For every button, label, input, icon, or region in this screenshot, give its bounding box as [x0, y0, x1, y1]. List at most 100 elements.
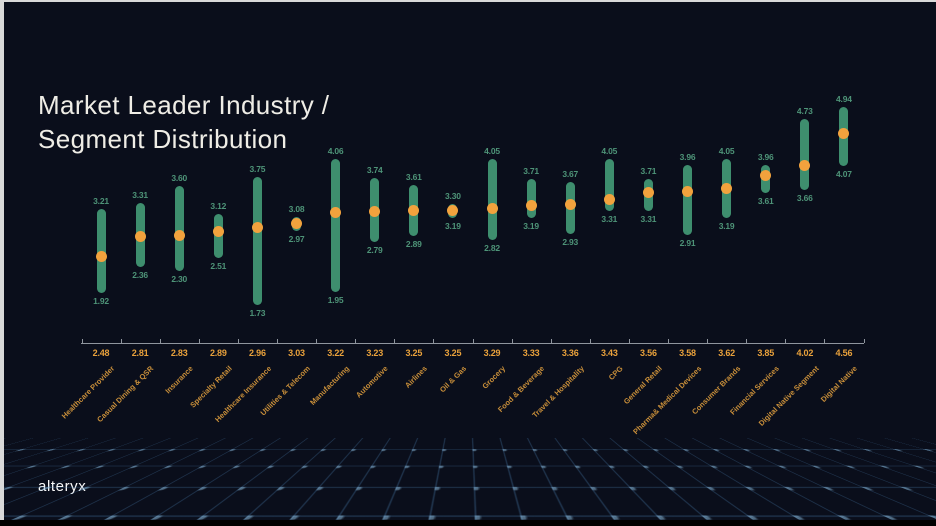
mean-value-label: 2.81 — [131, 348, 149, 358]
axis-tick — [198, 339, 200, 343]
mean-value-label: 3.58 — [679, 348, 696, 358]
mean-value-label: 3.25 — [444, 348, 462, 358]
axis-tick — [472, 339, 474, 343]
range-bar — [526, 179, 536, 219]
max-value-label: 3.31 — [132, 190, 148, 201]
mean-dot — [721, 183, 733, 195]
mean-value-label: 2.96 — [249, 348, 266, 358]
mean-dot — [564, 198, 576, 210]
axis-tick — [746, 339, 748, 343]
mean-dot — [799, 159, 811, 171]
chart-area: 3.21 1.92 2.48 Healthcare Provider 3.31 2.36 2… — [4, 2, 936, 520]
mean-value-label: 3.25 — [405, 348, 423, 358]
mean-value-label: 2.89 — [209, 348, 227, 358]
mean-value-label: 3.33 — [522, 348, 540, 358]
mean-dot — [642, 186, 654, 198]
min-value-label: 2.89 — [405, 238, 422, 249]
mean-dot — [447, 205, 459, 217]
axis-tick — [589, 339, 591, 343]
frame-edge-left — [0, 0, 4, 520]
mean-dot — [838, 127, 850, 139]
category-label: Airlines — [403, 364, 430, 390]
mean-dot — [525, 200, 537, 212]
axis-tick — [707, 339, 709, 343]
range-bar — [683, 164, 692, 235]
axis-tick — [550, 339, 552, 343]
axis-tick — [863, 339, 865, 343]
axis-tick — [394, 339, 396, 343]
mean-value-label: 3.36 — [561, 348, 579, 358]
mean-value-label: 3.43 — [600, 348, 618, 358]
axis-tick — [277, 339, 278, 343]
axis-tick — [628, 339, 630, 343]
min-value-label: 3.61 — [757, 196, 774, 207]
category-label: CPG — [606, 364, 625, 382]
mean-value-label: 2.83 — [170, 348, 188, 358]
max-value-label: 3.30 — [445, 190, 461, 201]
range-bar — [331, 158, 341, 292]
axis-tick — [316, 339, 318, 343]
max-value-label: 4.05 — [718, 146, 735, 157]
range-bar — [252, 177, 262, 305]
range-bar — [487, 159, 497, 241]
min-value-label: 3.66 — [796, 193, 813, 204]
mean-value-label: 4.02 — [796, 348, 814, 358]
category-label: Manufacturing — [308, 364, 351, 407]
mean-dot — [603, 194, 615, 206]
mean-value-label: 3.56 — [640, 348, 657, 358]
category-label: Oil & Gas — [438, 364, 469, 395]
mean-value-label: 3.29 — [483, 348, 501, 358]
slide-background: Market Leader Industry / Segment Distrib… — [4, 2, 936, 520]
category-label: Automotive — [354, 364, 391, 400]
mean-value-label: 3.62 — [718, 348, 735, 358]
mean-dot — [212, 226, 224, 238]
max-value-label: 4.06 — [327, 145, 344, 156]
min-value-label: 3.19 — [718, 221, 735, 232]
min-value-label: 2.82 — [484, 243, 500, 254]
range-bar — [800, 118, 810, 191]
mean-dot — [173, 229, 185, 241]
max-value-label: 3.21 — [93, 195, 109, 206]
mean-value-label: 2.48 — [92, 348, 110, 358]
mean-dot — [369, 206, 381, 218]
frame-edge-bottom — [0, 520, 936, 526]
alteryx-logo: alteryx — [38, 478, 87, 495]
category-label: Pharma& Medical Devices — [630, 364, 703, 437]
mean-value-label: 3.22 — [327, 348, 344, 358]
min-value-label: 2.36 — [132, 270, 148, 281]
range-bar — [604, 159, 614, 212]
max-value-label: 3.71 — [523, 166, 539, 177]
axis-tick — [81, 339, 83, 343]
min-value-label: 1.92 — [93, 296, 109, 307]
axis-tick — [824, 339, 826, 343]
max-value-label: 3.12 — [210, 201, 227, 212]
max-value-label: 3.61 — [405, 172, 422, 183]
frame-edge-top — [0, 0, 936, 2]
min-value-label: 1.73 — [249, 307, 266, 318]
max-value-label: 3.74 — [366, 164, 383, 175]
axis-tick — [785, 339, 787, 343]
mean-value-label: 3.03 — [288, 348, 305, 358]
axis-tick — [511, 339, 513, 343]
axis-tick — [433, 339, 435, 343]
mean-dot — [760, 169, 772, 181]
floor-grid-fade — [4, 438, 936, 520]
axis-tick — [120, 339, 122, 343]
max-value-label: 3.96 — [679, 151, 696, 162]
max-value-label: 4.73 — [796, 105, 813, 116]
max-value-label: 3.71 — [640, 166, 657, 177]
page-title-line1: Market Leader Industry / — [38, 90, 330, 120]
mean-dot — [486, 202, 498, 214]
max-value-label: 3.67 — [562, 168, 579, 179]
min-value-label: 4.07 — [836, 169, 852, 180]
max-value-label: 4.05 — [601, 146, 618, 157]
axis-tick — [159, 339, 161, 343]
mean-dot — [134, 231, 146, 243]
min-value-label: 3.31 — [601, 214, 618, 225]
mean-value-label: 4.56 — [835, 348, 853, 358]
page-title: Market Leader Industry / Segment Distrib… — [38, 88, 329, 156]
mean-dot — [95, 250, 107, 262]
min-value-label: 2.91 — [679, 237, 696, 248]
mean-value-label: 3.85 — [757, 348, 775, 358]
max-value-label: 3.08 — [288, 203, 305, 214]
